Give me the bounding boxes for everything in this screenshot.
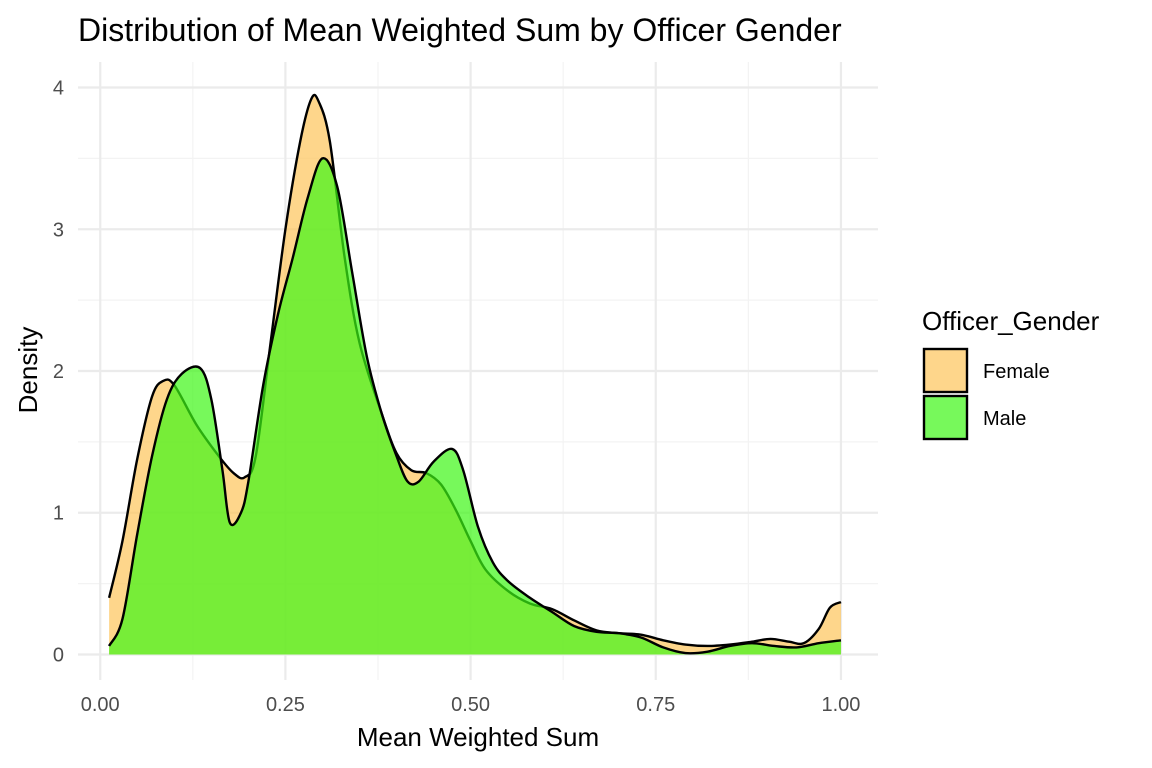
y-axis-title: Density: [13, 327, 43, 414]
x-tick-label: 0.00: [81, 694, 120, 716]
legend: Officer_Gender Female Male: [922, 306, 1100, 441]
legend-swatch-male: [922, 394, 969, 441]
density-line-male: [108, 157, 842, 655]
legend-label-male: Male: [983, 408, 1026, 430]
x-tick-label: 0.75: [636, 694, 675, 716]
series-male: [108, 157, 842, 655]
density-line-female: [107, 93, 842, 648]
x-tick-label: 1.00: [821, 694, 860, 716]
chart-title: Distribution of Mean Weighted Sum by Off…: [78, 12, 842, 48]
y-tick-label: 2: [53, 361, 64, 383]
x-axis-title: Mean Weighted Sum: [357, 722, 599, 752]
y-tick-label: 0: [53, 644, 64, 666]
y-tick-label: 4: [53, 78, 64, 100]
legend-items: Female Male: [922, 347, 1050, 441]
legend-swatch-female: [922, 347, 969, 394]
legend-title: Officer_Gender: [922, 306, 1100, 336]
y-tick-label: 3: [53, 219, 64, 241]
density-area-male: [109, 158, 841, 655]
y-tick-label: 1: [53, 503, 64, 525]
legend-label-female: Female: [983, 361, 1050, 383]
x-tick-label: 0.50: [451, 694, 490, 716]
axis-ticks: 0.00 0.25 0.50 0.75 1.00 0 1 2 3 4: [53, 78, 861, 716]
density-series: [107, 93, 842, 655]
x-tick-label: 0.25: [266, 694, 305, 716]
